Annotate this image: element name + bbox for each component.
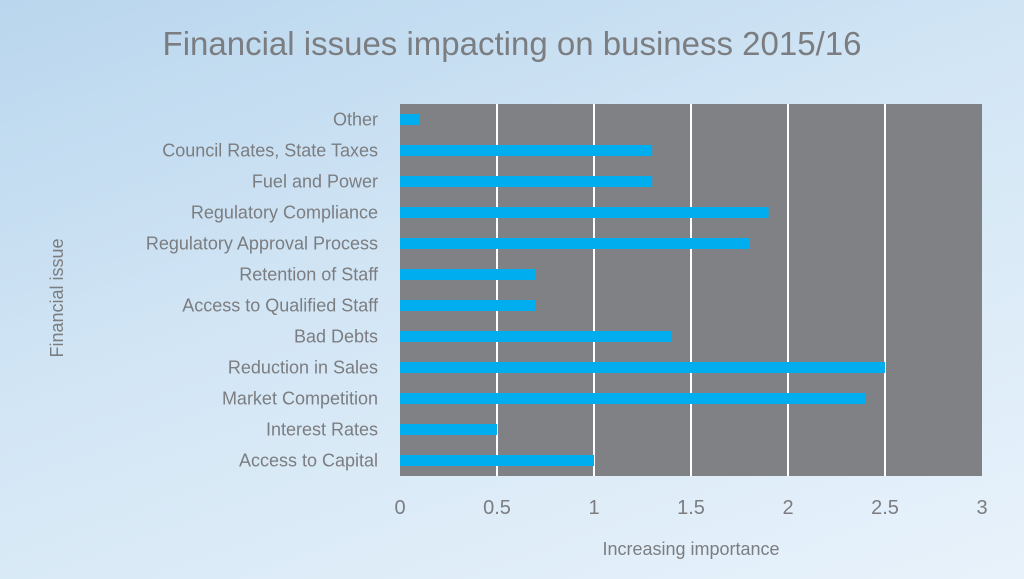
bar [400, 455, 594, 466]
x-tick-label: 1.5 [677, 497, 705, 519]
bar [400, 331, 672, 342]
x-tick-labels: 0 0.5 1 1.5 2 2.5 3 [394, 497, 987, 519]
bar [400, 145, 653, 156]
category-label: Regulatory Approval Process [146, 234, 378, 254]
category-label: Interest Rates [266, 420, 378, 440]
bar [400, 424, 497, 435]
bar [400, 176, 653, 187]
bar [400, 114, 420, 125]
x-tick-label: 2.5 [871, 497, 899, 519]
bar [400, 300, 536, 311]
category-label: Council Rates, State Taxes [162, 141, 378, 161]
bar [400, 207, 769, 218]
category-label: Bad Debts [294, 327, 378, 347]
category-label: Reduction in Sales [228, 358, 378, 378]
category-label: Other [333, 110, 378, 130]
bar [400, 362, 885, 373]
category-label: Access to Qualified Staff [182, 296, 379, 316]
bars [400, 114, 885, 466]
y-axis-label: Financial issue [47, 238, 67, 357]
bar [400, 393, 866, 404]
category-label: Regulatory Compliance [191, 203, 378, 223]
bar [400, 269, 536, 280]
category-label: Market Competition [222, 389, 378, 409]
x-tick-label: 3 [976, 497, 987, 519]
x-tick-label: 2 [782, 497, 793, 519]
chart-title: Financial issues impacting on business 2… [163, 25, 862, 62]
category-label: Fuel and Power [252, 172, 378, 192]
category-label: Access to Capital [239, 451, 378, 471]
bar [400, 238, 750, 249]
x-axis-label: Increasing importance [602, 539, 779, 559]
category-labels: Other Council Rates, State Taxes Fuel and … [146, 110, 379, 471]
grid-lines [496, 104, 886, 476]
category-label: Retention of Staff [239, 265, 379, 285]
x-tick-label: 0.5 [483, 497, 511, 519]
x-tick-label: 0 [394, 497, 405, 519]
x-tick-label: 1 [588, 497, 599, 519]
